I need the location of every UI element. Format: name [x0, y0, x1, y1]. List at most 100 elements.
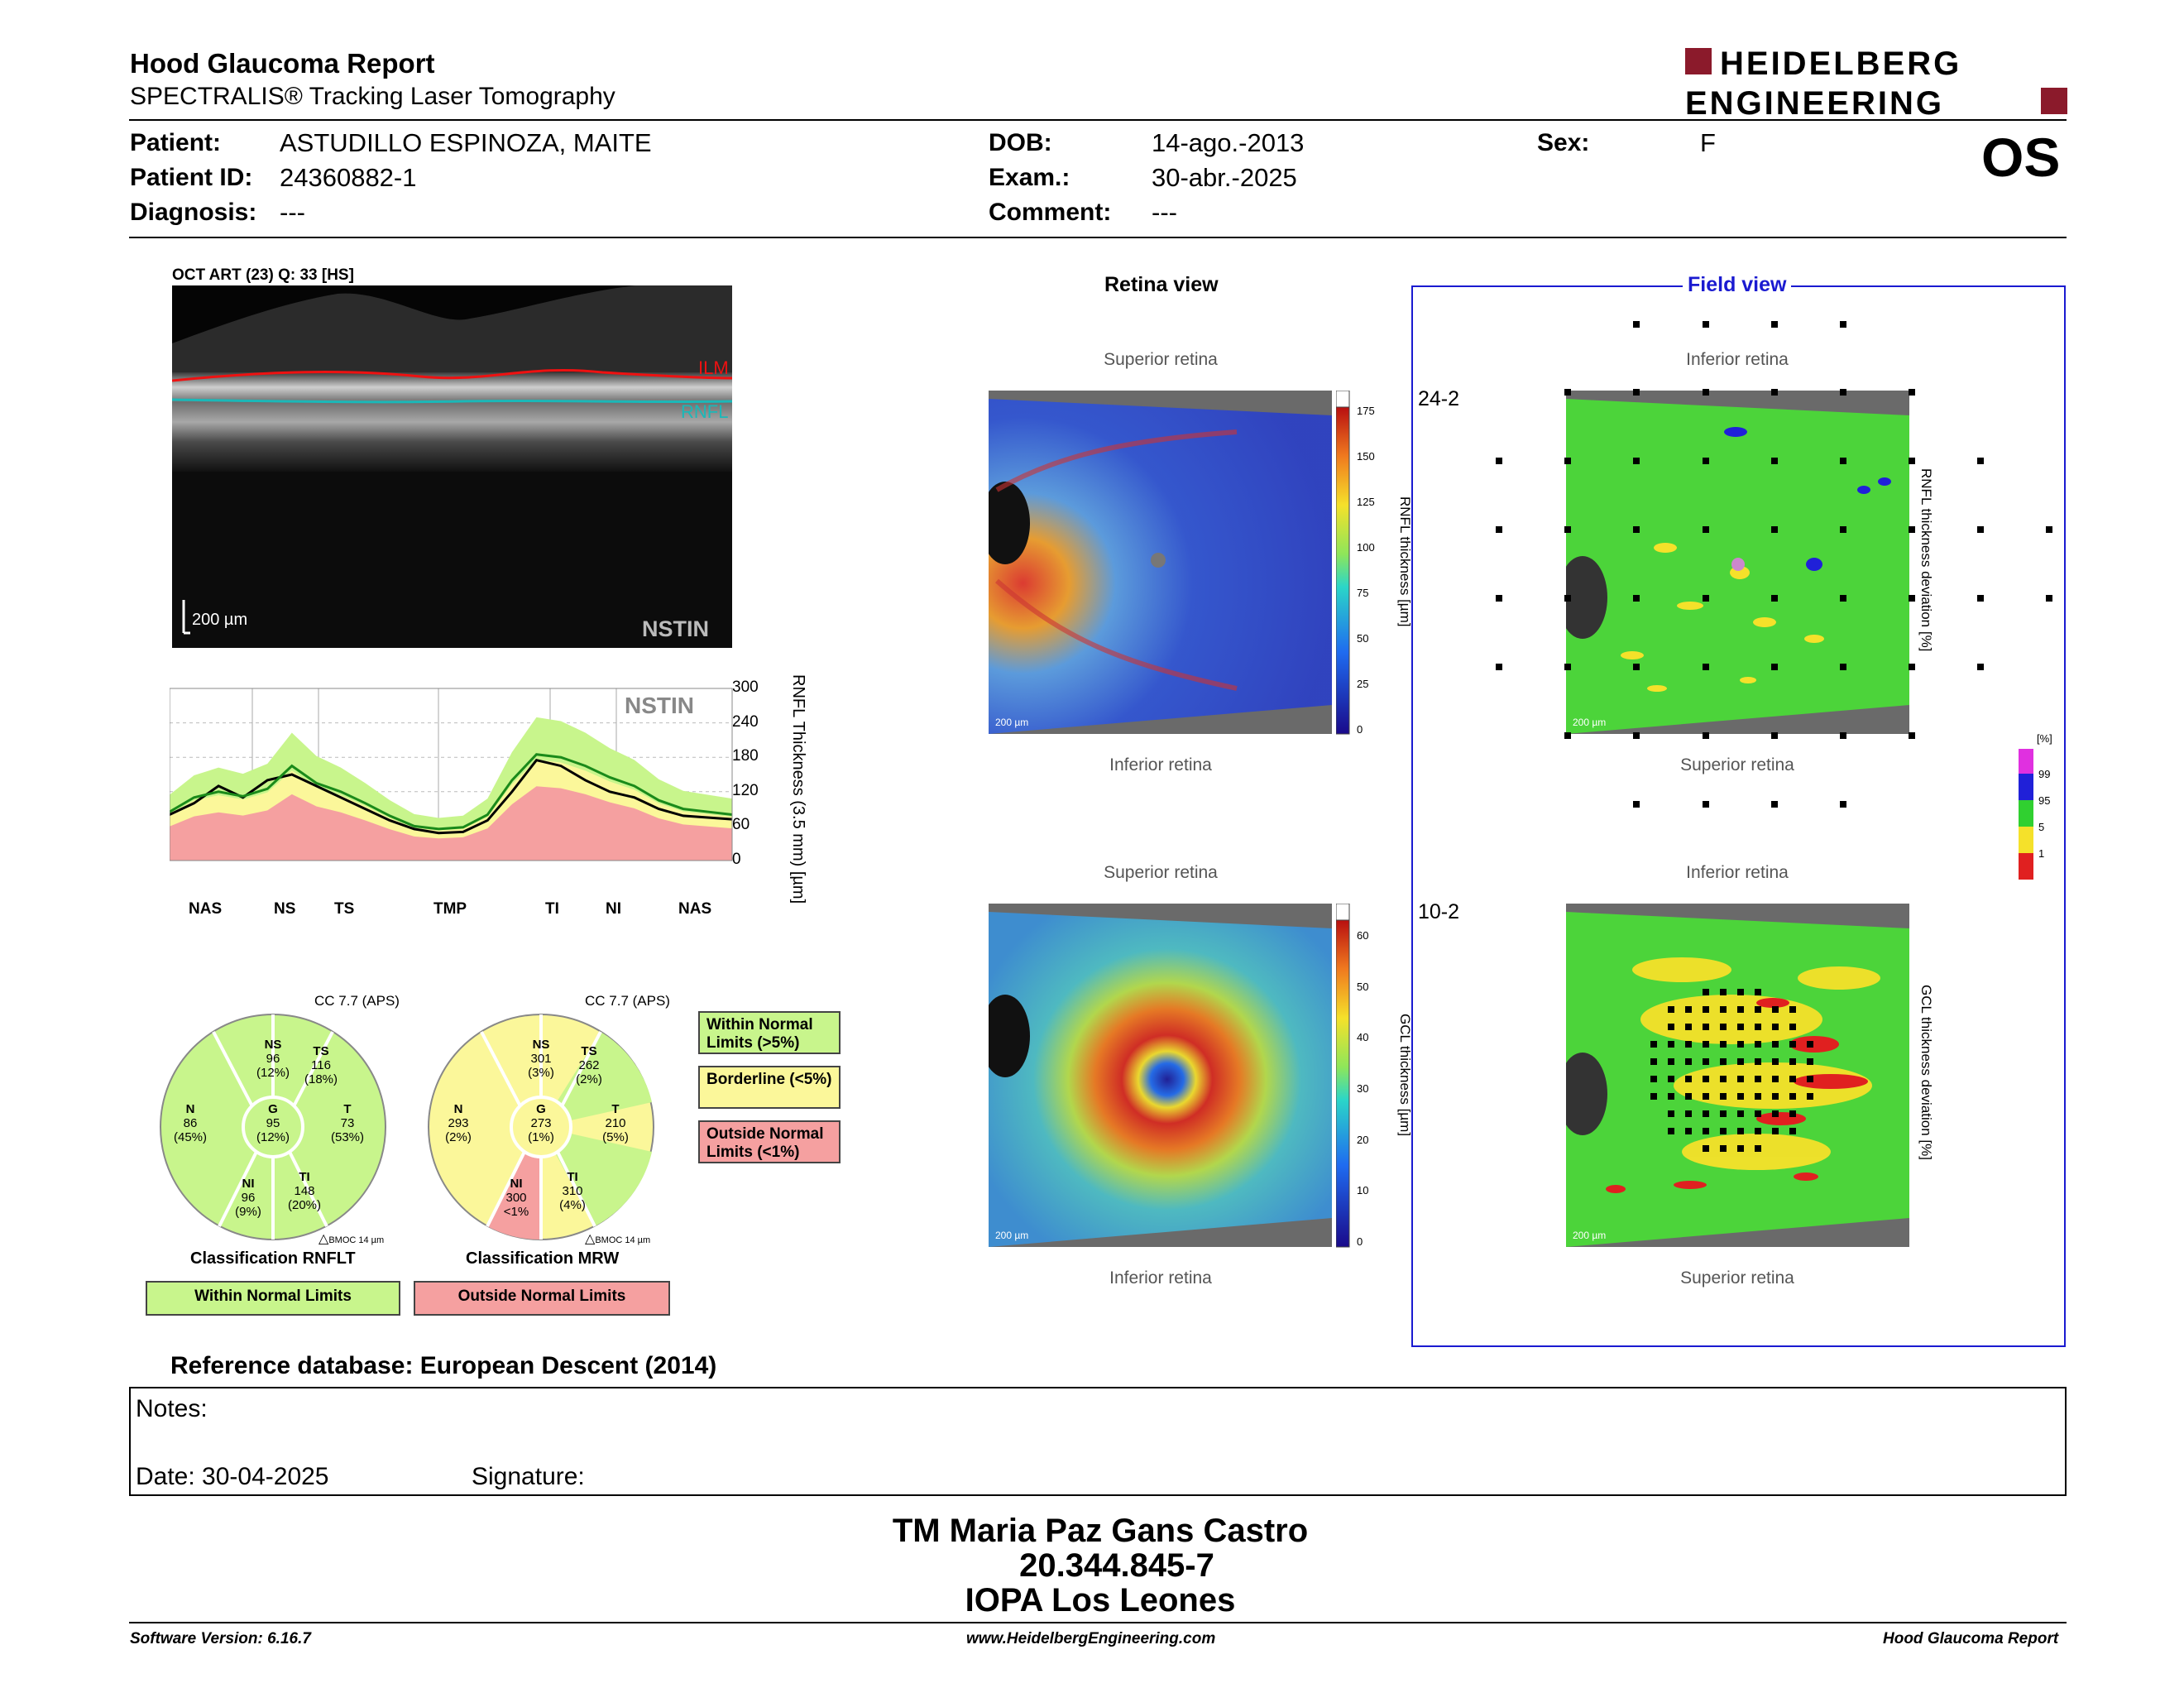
field-test-point: [1789, 1093, 1796, 1100]
dob-value: 14-ago.-2013: [1152, 128, 1305, 157]
field-test-point: [1840, 321, 1846, 328]
field-test-point: [1789, 1024, 1796, 1030]
field-test-point: [1685, 1076, 1692, 1082]
comment-value: ---: [1152, 198, 1177, 227]
field-test-point: [1703, 1076, 1709, 1082]
field-test-point: [1772, 1006, 1779, 1013]
retina-superior-2: Superior retina: [1104, 863, 1218, 882]
colorbar-tick: 100: [1357, 541, 1375, 554]
heidelberg-logo: HEIDELBERG ENGINEERING: [1685, 45, 2067, 122]
field-test-point: [1755, 1145, 1761, 1152]
rnfl-label: RNFL: [681, 401, 728, 422]
field-test-point: [1496, 595, 1502, 602]
retina-inferior-1: Inferior retina: [1109, 755, 1212, 774]
colorbar-tick: 75: [1357, 587, 1369, 599]
notes-signature: Signature:: [472, 1463, 585, 1490]
field-test-point: [1703, 595, 1709, 602]
field-test-point: [1840, 389, 1846, 396]
footer-url[interactable]: www.HeidelbergEngineering.com: [966, 1630, 1216, 1647]
field-test-point: [1772, 1110, 1779, 1117]
rnflt-circle: [157, 1011, 389, 1247]
field-test-point: [1771, 321, 1778, 328]
rnflt-result-badge: Within Normal Limits: [146, 1281, 400, 1316]
field-test-point: [1807, 1076, 1813, 1082]
field-test-point: [1977, 664, 1984, 670]
pct-tick-1: 1: [2038, 847, 2045, 860]
rnfl-thickness-map: 200 µm: [989, 391, 1332, 734]
ytick: 300: [732, 679, 759, 696]
signer-org: IOPA Los Leones: [965, 1582, 1236, 1618]
chart-frame: [169, 688, 733, 861]
series-line-1: [169, 753, 733, 831]
signer-rut: 20.344.845-7: [1019, 1547, 1214, 1584]
field-test-point: [1633, 321, 1640, 328]
ytick: 120: [732, 781, 759, 799]
sex-value: F: [1700, 128, 1716, 157]
notes-box[interactable]: Notes: Date: 30-04-2025 Signature:: [129, 1387, 2067, 1496]
mrw-result-badge: Outside Normal Limits: [414, 1281, 670, 1316]
field-test-point: [1564, 595, 1571, 602]
patient-id-label: Patient ID:: [130, 164, 253, 191]
field-test-point: [1840, 732, 1846, 739]
xlabel-tmp: TMP: [433, 900, 467, 918]
sector-t: T 73 (53%): [330, 1102, 364, 1144]
footer-divider: [129, 1622, 2067, 1623]
field-test-point: [1685, 1041, 1692, 1048]
field-test-point: [1807, 1093, 1813, 1100]
eye-label: OS: [1981, 127, 2061, 188]
field-superior-2: Superior retina: [1680, 1268, 1794, 1288]
field-test-point: [1807, 1041, 1813, 1048]
field-test-point: [1703, 1041, 1709, 1048]
logo-line1: HEIDELBERG: [1720, 46, 1961, 82]
field-test-point: [1685, 1110, 1692, 1117]
field-test-point: [1633, 801, 1640, 808]
oct-bscan-image: ILM RNFL 200 µm NSTIN: [172, 285, 732, 648]
field-test-point: [1771, 389, 1778, 396]
field-test-point: [1703, 1093, 1709, 1100]
field-test-point: [1755, 1076, 1761, 1082]
rnfl-dev-scale: 200 µm: [1573, 717, 1606, 728]
field-test-point: [1772, 1076, 1779, 1082]
field-test-point: [1496, 664, 1502, 670]
ytick: 0: [732, 851, 741, 868]
sector-ni: NI 96 (9%): [235, 1177, 261, 1219]
field-test-point: [1703, 389, 1709, 396]
diagnosis-value: ---: [280, 198, 305, 227]
gcl-axis-label: GCL thickness [µm]: [1397, 1014, 1413, 1137]
field-test-point: [1703, 1058, 1709, 1065]
field-test-point: [1720, 1041, 1727, 1048]
sector-ti: TI 310 (4%): [559, 1170, 586, 1212]
profile-yticks: 300 240 180 120 60 0: [732, 672, 782, 920]
colorbar-tick: 50: [1357, 632, 1369, 645]
field-test-point: [1840, 595, 1846, 602]
rnfl-dev-axis-wrap: RNFL thickness deviation [%]: [1918, 468, 1942, 667]
field-test-point: [1789, 1058, 1796, 1065]
pct-tick-99: 99: [2038, 768, 2051, 780]
legend-within: Within Normal Limits (>5%): [698, 1011, 841, 1054]
retina-view-title: Retina view: [1104, 273, 1219, 296]
field-test-point: [1720, 1024, 1727, 1030]
field-test-point: [1772, 1093, 1779, 1100]
field-test-point: [1668, 1110, 1674, 1117]
field-test-point: [1703, 1145, 1709, 1152]
chart-nstin: NSTIN: [625, 693, 694, 718]
field-test-point: [1720, 989, 1727, 995]
field-242-label: 24-2: [1418, 387, 1460, 410]
footer-version: Software Version: 6.16.7: [130, 1630, 311, 1647]
sector-g: G 95 (12%): [256, 1102, 290, 1144]
field-test-point: [1703, 989, 1709, 995]
patient-id: 24360882-1: [280, 163, 417, 192]
sector-ts: TS 116 (18%): [304, 1044, 338, 1086]
gcl-map-scale: 200 µm: [995, 1230, 1028, 1241]
field-test-point: [1633, 389, 1640, 396]
field-test-point: [1840, 458, 1846, 464]
field-test-point: [1789, 1128, 1796, 1134]
header-divider: [129, 119, 2067, 121]
field-test-point: [1755, 1093, 1761, 1100]
colorbar-tick: 0: [1357, 723, 1363, 736]
pct-tick-5: 5: [2038, 821, 2045, 833]
field-test-point: [1564, 389, 1571, 396]
series-line-0: [169, 758, 733, 835]
field-test-point: [1772, 1041, 1779, 1048]
field-test-point: [1564, 526, 1571, 533]
